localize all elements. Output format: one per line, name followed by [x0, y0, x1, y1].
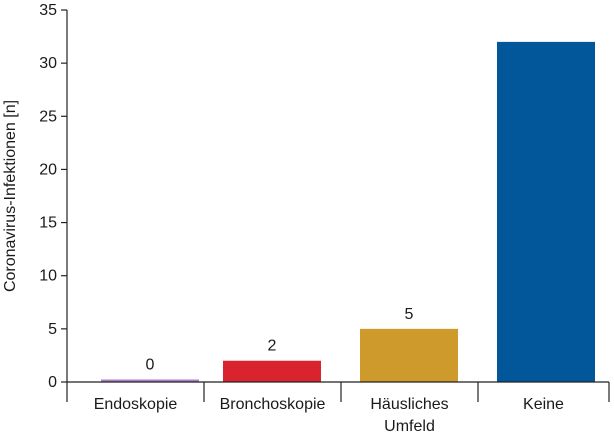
y-tick-label: 25	[39, 108, 57, 125]
x-category-label: Umfeld	[384, 418, 435, 435]
bars: 0 2 5	[101, 41, 595, 383]
x-category-label: Keine	[523, 396, 564, 413]
y-axis: 0 5 10 15 20 25 30 35	[39, 2, 68, 391]
data-label: 2	[268, 338, 277, 355]
bar-bronchoskopie	[223, 360, 321, 382]
y-tick-label: 20	[39, 161, 57, 178]
data-label: 5	[405, 306, 414, 323]
x-category-label: Endoskopie	[94, 396, 178, 413]
bar-häusliches	[360, 328, 458, 382]
x-axis: Endoskopie Bronchoskopie Häusliches Umfeld K…	[66, 381, 610, 435]
y-tick-label: 0	[48, 374, 57, 391]
bar-keine	[497, 41, 595, 383]
y-tick-label: 10	[39, 268, 57, 285]
x-category-label: Häusliches	[370, 396, 448, 413]
bar-endoskopie	[101, 379, 199, 382]
x-category-label: Bronchoskopie	[220, 396, 326, 413]
y-tick-label: 30	[39, 55, 57, 72]
y-tick-label: 15	[39, 215, 57, 232]
y-tick-label: 35	[39, 2, 57, 19]
y-tick-label: 5	[48, 321, 57, 338]
y-axis-title: Coronavirus-Infektionen [n]	[2, 100, 19, 292]
data-label: 0	[146, 357, 155, 374]
